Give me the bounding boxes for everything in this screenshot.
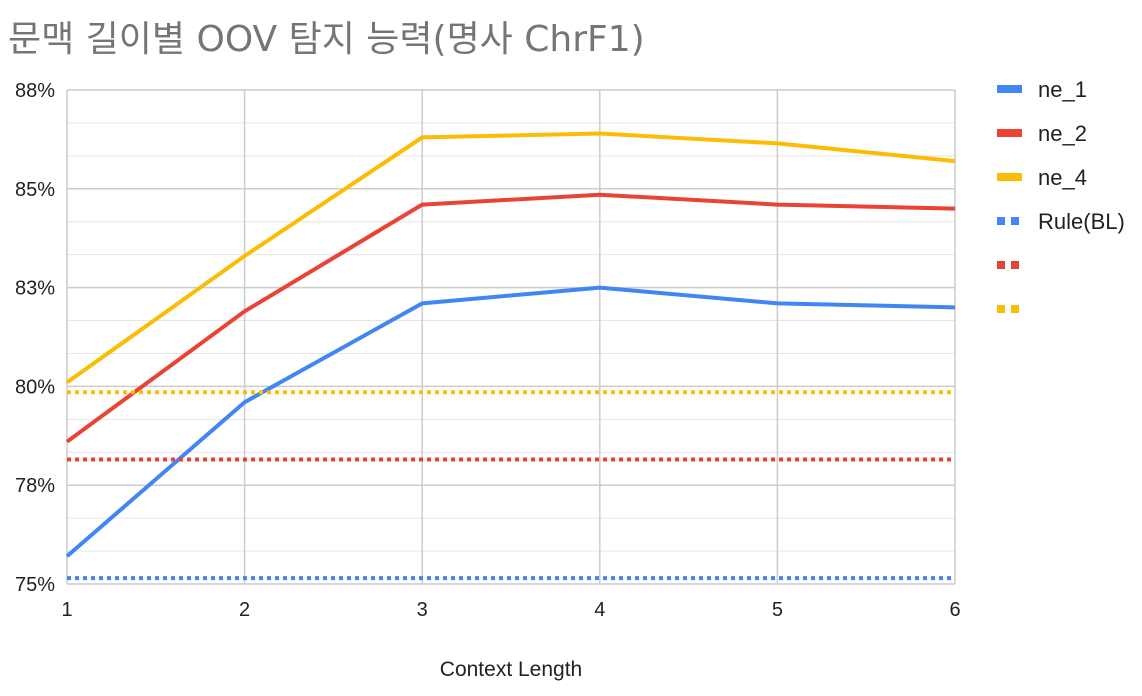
x-axis-label: Context Length [440, 658, 582, 681]
y-tick-label: 78% [15, 475, 55, 497]
x-tick-label: 1 [61, 599, 72, 621]
y-tick-label: 88% [15, 80, 55, 102]
series-lines [65, 131, 956, 581]
chart-title: 문맥 길이별 OOV 탐지 능력(명사 ChrF1) [8, 19, 645, 60]
x-tick-label: 4 [594, 599, 605, 621]
legend-label: ne_2 [1038, 121, 1087, 146]
x-axis-ticks: 1 2 3 4 5 6 [61, 599, 960, 621]
legend: ne_1 ne_2 ne_4 Rule(BL) [997, 77, 1125, 313]
series-line [65, 131, 956, 385]
series-line [65, 285, 956, 558]
grid-lines [66, 89, 956, 585]
y-tick-label: 80% [15, 376, 55, 398]
x-tick-label: 6 [949, 599, 960, 621]
legend-label: ne_4 [1038, 165, 1087, 190]
legend-label: Rule(BL) [1038, 209, 1125, 234]
x-tick-label: 3 [417, 599, 428, 621]
legend-label: ne_1 [1038, 77, 1087, 102]
x-tick-label: 2 [239, 599, 250, 621]
y-tick-label: 85% [15, 179, 55, 201]
series-line [65, 192, 956, 444]
y-tick-label: 75% [15, 574, 55, 596]
x-tick-label: 5 [772, 599, 783, 621]
y-axis-ticks: 75% 78% 80% 83% 85% 88% [15, 80, 55, 596]
y-tick-label: 83% [15, 278, 55, 300]
